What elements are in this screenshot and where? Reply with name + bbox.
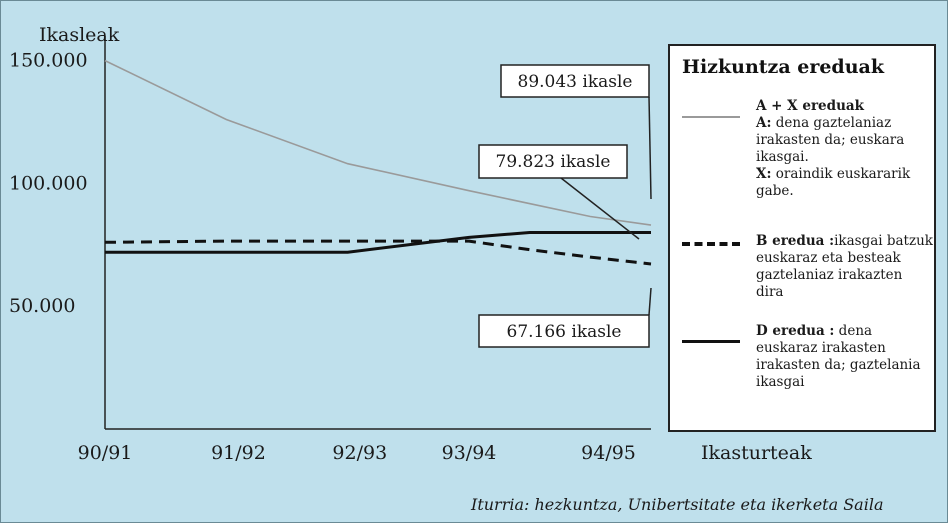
x-tick-label: 93/94: [442, 442, 497, 464]
series-line-2: [105, 231, 651, 254]
callout-pointer-0: [648, 96, 652, 200]
x-tick-label: 92/93: [332, 442, 387, 464]
callout-label-0: 89.043 ikasle: [518, 72, 633, 92]
x-tick-label: 91/92: [211, 442, 266, 464]
y-tick-label: 50.000: [9, 295, 75, 317]
legend-desc-a: dena gaztelaniaz irakasten da; euskara i…: [756, 115, 905, 165]
callout-pointer-1: [560, 177, 640, 240]
series-line-1: [104, 239, 652, 266]
series-line-0: [104, 59, 652, 226]
y-axis-title: Ikasleak: [39, 24, 120, 46]
legend-desc-x: oraindik euskararik gabe.: [756, 166, 911, 199]
y-tick-label: 150.000: [9, 50, 88, 72]
legend-label-d: D eredua :: [756, 323, 835, 339]
legend-desc-a-key: A:: [756, 115, 772, 131]
legend-label-b: B eredua :: [756, 233, 835, 249]
legend-text-ax: A + X ereduak A: dena gaztelaniaz irakas…: [756, 98, 934, 200]
y-tick-label: 100.000: [9, 172, 88, 194]
legend-swatch-ax: [682, 116, 740, 118]
callout-pointer-2: [648, 287, 652, 316]
legend-desc-b: ikasgai batzuk euskaraz eta besteak gazt…: [756, 233, 933, 300]
x-axis-title: Ikasturteak: [701, 442, 812, 464]
legend-desc-d: dena euskaraz irakasten irakasten da; ga…: [756, 323, 921, 390]
callout-box-2: [478, 314, 650, 348]
callout-box-1: [478, 144, 628, 179]
x-tick-label: 90/91: [78, 442, 133, 464]
legend-text-d: D eredua : dena euskaraz irakasten iraka…: [756, 323, 934, 391]
legend-title: Hizkuntza ereduak: [682, 56, 885, 78]
legend-swatch-d: [682, 340, 740, 343]
legend-label-ax: A + X ereduak: [756, 98, 865, 114]
legend-desc-x-key: X:: [756, 166, 772, 182]
callout-box-0: [500, 64, 650, 98]
callout-label-1: 79.823 ikasle: [496, 152, 611, 172]
legend: Hizkuntza ereduak A + X ereduak A: dena …: [668, 44, 936, 432]
source-note: Iturria: hezkuntza, Unibertsitate eta ik…: [471, 495, 884, 514]
legend-text-b: B eredua :ikasgai batzuk euskaraz eta be…: [756, 233, 934, 301]
legend-swatch-b: [682, 242, 740, 246]
x-tick-label: 94/95: [581, 442, 636, 464]
callout-label-2: 67.166 ikasle: [507, 322, 622, 342]
